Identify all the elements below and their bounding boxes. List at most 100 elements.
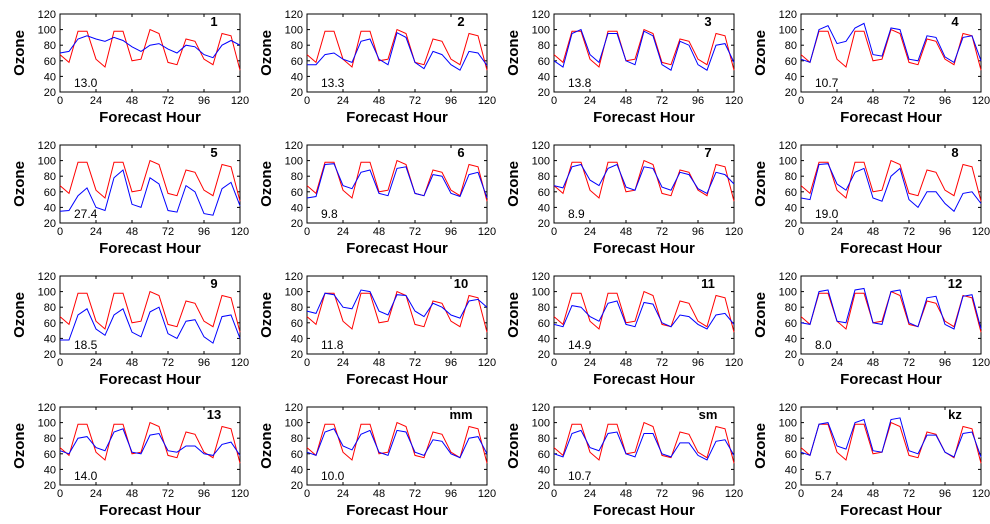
observed-series-line [553,421,735,464]
panel-label: 3 [704,14,711,29]
error-value: 13.0 [74,76,98,90]
x-tick-label: 24 [584,95,596,107]
plot-frame [306,406,488,486]
y-tick-label: 120 [779,9,797,21]
y-tick-label: 60 [291,187,303,199]
chart-panel-svg: 20 40 60 80 100 120 0 24 48 72 96 120 Forecast Hour O… [11,9,249,126]
x-axis-title: Forecast Hour [593,371,695,388]
y-tick-label: 60 [538,56,550,68]
chart-panel-10: 20 40 60 80 100 120 0 24 48 72 96 120 Forecast Hour O… [247,262,496,393]
y-tick-label: 20 [785,87,797,99]
panel-label: 12 [948,276,962,291]
y-tick-label: 80 [291,433,303,445]
x-axis-title: Forecast Hour [840,240,942,257]
forecast-series-line [800,287,982,330]
y-axis-title: Ozone [752,161,769,207]
x-tick-label: 72 [903,95,915,107]
forecast-series-line [306,428,488,459]
forecast-series-line [800,163,982,213]
forecast-series-line [59,169,241,216]
x-tick-label: 48 [867,226,879,238]
observed-series-line [59,290,241,333]
y-tick-label: 120 [532,402,550,414]
y-axis-title: Ozone [505,30,522,76]
plot-frame [553,406,735,486]
y-tick-label: 40 [785,464,797,476]
y-tick-label: 60 [291,318,303,330]
x-tick-label: 0 [304,226,310,238]
x-tick-label: 0 [304,95,310,107]
y-tick-label: 40 [785,71,797,83]
chart-panel-svg: 20 40 60 80 100 120 0 24 48 72 96 120 Forecast Hour O… [752,271,990,388]
x-tick-label: 72 [409,488,421,500]
x-tick-label: 72 [409,95,421,107]
x-tick-label: 48 [620,95,632,107]
x-tick-label: 120 [231,226,249,238]
error-value: 14.0 [74,469,98,483]
chart-panel-svg: 20 40 60 80 100 120 0 24 48 72 96 120 Forecast Hour O… [258,271,496,388]
x-tick-label: 48 [373,488,385,500]
chart-panel-11: 20 40 60 80 100 120 0 24 48 72 96 120 Forecast Hour O… [494,262,743,393]
x-tick-label: 48 [620,488,632,500]
y-tick-label: 60 [785,187,797,199]
y-tick-label: 80 [785,433,797,445]
x-tick-label: 96 [198,488,210,500]
observed-series-line [800,159,982,202]
chart-panel-svg: 20 40 60 80 100 120 0 24 48 72 96 120 Forecast Hour O… [505,271,743,388]
x-tick-label: 0 [57,357,63,369]
chart-panel-kz: 20 40 60 80 100 120 0 24 48 72 96 120 Forecast Hour O… [741,393,990,524]
y-tick-label: 100 [38,156,56,168]
x-tick-label: 48 [867,488,879,500]
y-tick-label: 120 [532,271,550,283]
chart-panel-6: 20 40 60 80 100 120 0 24 48 72 96 120 Forecast Hour O… [247,131,496,262]
x-tick-label: 24 [90,226,102,238]
y-tick-label: 80 [44,433,56,445]
x-tick-label: 0 [57,488,63,500]
y-tick-label: 80 [785,171,797,183]
panel-label: 2 [457,14,464,29]
chart-panel-mm: 20 40 60 80 100 120 0 24 48 72 96 120 Forecast Hour O… [247,393,496,524]
error-value: 10.7 [568,469,592,483]
forecast-series-line [553,429,735,461]
y-axis-title: Ozone [752,292,769,338]
x-axis-title: Forecast Hour [99,109,201,126]
y-tick-label: 80 [44,171,56,183]
y-tick-label: 40 [44,71,56,83]
y-tick-label: 100 [38,287,56,299]
y-tick-label: 20 [785,480,797,492]
chart-panel-svg: 20 40 60 80 100 120 0 24 48 72 96 120 Forecast Hour O… [752,402,990,519]
y-tick-label: 120 [285,140,303,152]
y-tick-label: 60 [44,449,56,461]
x-tick-label: 120 [972,357,990,369]
x-axis-title: Forecast Hour [346,502,448,519]
y-tick-label: 20 [44,480,56,492]
panel-label: 10 [454,276,468,291]
x-tick-label: 0 [551,488,557,500]
y-tick-label: 40 [291,71,303,83]
x-tick-label: 48 [867,357,879,369]
x-tick-label: 96 [445,95,457,107]
x-axis-title: Forecast Hour [346,240,448,257]
y-tick-label: 100 [779,25,797,37]
x-tick-label: 0 [798,357,804,369]
x-tick-label: 24 [337,488,349,500]
chart-panel-5: 20 40 60 80 100 120 0 24 48 72 96 120 Forecast Hour O… [0,131,249,262]
y-tick-label: 120 [38,140,56,152]
y-tick-label: 20 [785,349,797,361]
observed-series-line [59,159,241,202]
x-tick-label: 24 [584,488,596,500]
y-tick-label: 120 [779,271,797,283]
observed-series-line [306,290,488,333]
y-tick-label: 20 [291,87,303,99]
error-value: 27.4 [74,207,98,221]
y-tick-label: 100 [532,25,550,37]
x-tick-label: 48 [620,357,632,369]
x-tick-label: 120 [725,488,743,500]
chart-panel-svg: 20 40 60 80 100 120 0 24 48 72 96 120 Forecast Hour O… [11,140,249,257]
y-tick-label: 20 [291,480,303,492]
error-value: 14.9 [568,338,592,352]
y-axis-title: Ozone [258,423,275,469]
x-axis-title: Forecast Hour [99,240,201,257]
observed-series-line [59,28,241,71]
y-tick-label: 20 [538,87,550,99]
